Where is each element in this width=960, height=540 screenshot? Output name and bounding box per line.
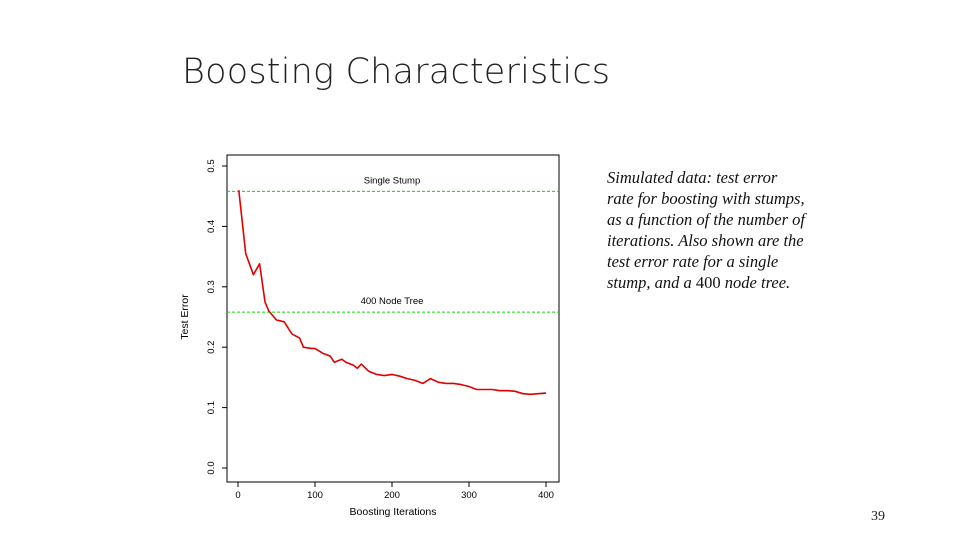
y-axis-label: Test Error: [179, 294, 191, 340]
test-error-chart: Single Stump 400 Node Tree 0 100 200 300 400 …: [179, 154, 560, 518]
series-group: [238, 190, 547, 396]
y-tick-label: 0.2: [206, 341, 217, 354]
x-tick-label: 200: [384, 490, 400, 501]
x-axis: 0 100 200 300 400: [235, 482, 554, 501]
caption-text-2: node tree.: [720, 273, 791, 292]
plot-frame: [226, 154, 560, 483]
x-tick-label: 300: [461, 490, 477, 501]
series-line: [238, 190, 547, 396]
slide-title: Boosting Characteristics: [182, 52, 611, 92]
figure-caption: Simulated data: test error rate for boos…: [607, 167, 807, 293]
caption-text-1: Simulated data: test error rate for boos…: [607, 168, 805, 292]
y-tick-label: 0.4: [206, 220, 217, 233]
y-tick-label: 0.5: [206, 159, 217, 172]
y-tick-label: 0.3: [206, 280, 217, 293]
reference-line-label: Single Stump: [364, 175, 421, 186]
y-axis: 0.0 0.1 0.2 0.3 0.4 0.5: [206, 159, 227, 475]
y-tick-label: 0.0: [206, 461, 217, 474]
x-tick-label: 400: [538, 490, 554, 501]
x-tick-label: 0: [235, 490, 240, 501]
reference-lines: Single Stump 400 Node Tree: [227, 175, 559, 313]
reference-line-label: 400 Node Tree: [361, 296, 424, 307]
x-axis-label: Boosting Iterations: [350, 506, 437, 518]
page-number: 39: [871, 509, 885, 524]
x-tick-label: 100: [307, 490, 323, 501]
y-tick-label: 0.1: [206, 401, 217, 414]
caption-number: 400: [695, 273, 721, 292]
